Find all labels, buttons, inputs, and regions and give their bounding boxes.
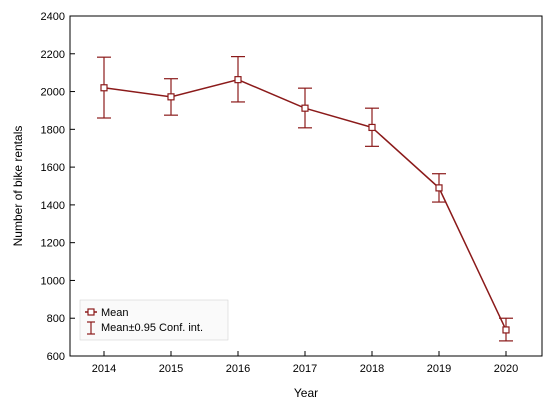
x-axis-title: Year: [294, 386, 318, 400]
y-axis-title: Number of bike rentals: [11, 126, 25, 247]
legend: Mean Mean±0.95 Conf. int.: [79, 299, 229, 341]
x-tick-label: 2018: [360, 363, 384, 375]
plot-frame: [69, 15, 543, 357]
y-tick-label: 1400: [41, 200, 65, 212]
mean-point: [368, 123, 376, 132]
x-tick-label: 2020: [494, 363, 518, 375]
series-layer: [97, 56, 513, 342]
y-tick-label: 2400: [41, 11, 65, 23]
y-tick-label: 2200: [41, 49, 65, 61]
y-tick-label: 2000: [41, 87, 65, 99]
legend-mean-marker: [87, 308, 95, 316]
y-tick-label: 1200: [41, 238, 65, 250]
y-tick-label: 1000: [41, 275, 65, 287]
x-tick-label: 2014: [92, 363, 116, 375]
y-axis: 600 800 1000 1200 1400 1600 1800 2000 2200 2400: [41, 11, 75, 363]
x-tick-label: 2016: [226, 363, 250, 375]
mean-point: [100, 84, 108, 92]
mean-point: [234, 76, 242, 84]
y-tick-label: 1600: [41, 162, 65, 174]
x-tick-label: 2019: [427, 363, 451, 375]
legend-ci-label: Mean±0.95 Conf. int.: [101, 322, 203, 334]
mean-point: [301, 104, 309, 112]
mean-point: [502, 326, 510, 334]
legend-mean-label: Mean: [101, 307, 129, 319]
mean-point: [435, 184, 443, 192]
x-tick-label: 2015: [159, 363, 183, 375]
y-tick-label: 600: [47, 351, 65, 363]
x-tick-label: 2017: [293, 363, 317, 375]
mean-point: [167, 93, 175, 101]
x-axis: 2014 2015 2016 2017 2018 2019 2020: [92, 351, 518, 375]
legend-box: [79, 299, 229, 341]
y-tick-label: 1800: [41, 124, 65, 136]
y-tick-label: 800: [47, 313, 65, 325]
